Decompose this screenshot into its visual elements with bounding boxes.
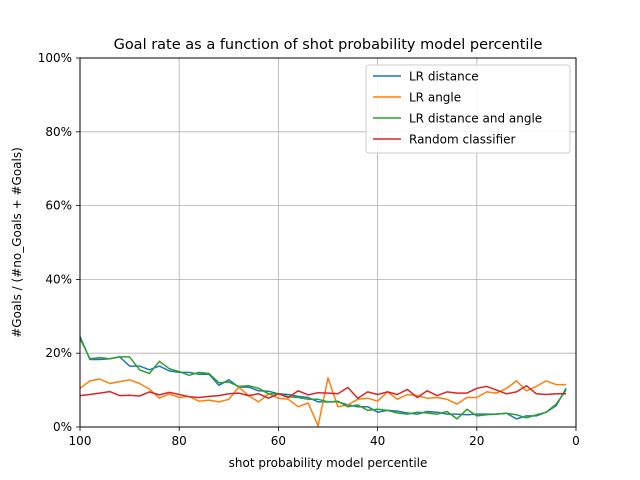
x-tick-label: 40 [370,434,385,448]
x-tick-label: 60 [271,434,286,448]
legend-box [365,64,571,154]
y-axis-ticks: 0% 20% 40% 60% 80% 100% [38,51,80,434]
x-axis-ticks: 100 80 60 40 20 0 [69,427,580,448]
plot-frame [79,57,577,428]
x-tick-label: 0 [572,434,580,448]
x-tick-label: 20 [469,434,484,448]
y-tick-label: 20% [45,346,72,360]
legend: LR distance LR angle LR distance and angle… [365,64,571,154]
series-line-random-classifier [79,384,567,399]
legend-label: LR angle [409,91,461,105]
x-tick-label: 100 [69,434,92,448]
series-layer [79,336,567,427]
y-tick-label: 80% [45,125,72,139]
y-tick-label: 0% [53,420,72,434]
y-tick-label: 100% [38,51,72,65]
legend-label: LR distance and angle [409,112,542,126]
series-line-lr-angle [79,377,567,427]
legend-label: Random classifier [409,133,516,147]
y-tick-label: 40% [45,272,72,286]
y-tick-label: 60% [45,199,72,213]
legend-label: LR distance [409,70,479,84]
series-line-lr-distance-and-angle [79,338,567,420]
x-tick-label: 80 [172,434,187,448]
chart-title: Goal rate as a function of shot probabil… [114,37,543,53]
x-axis-label: shot probability model percentile [229,456,428,470]
y-axis-label: #Goals / (#no_Goals + #Goals) [10,147,24,338]
